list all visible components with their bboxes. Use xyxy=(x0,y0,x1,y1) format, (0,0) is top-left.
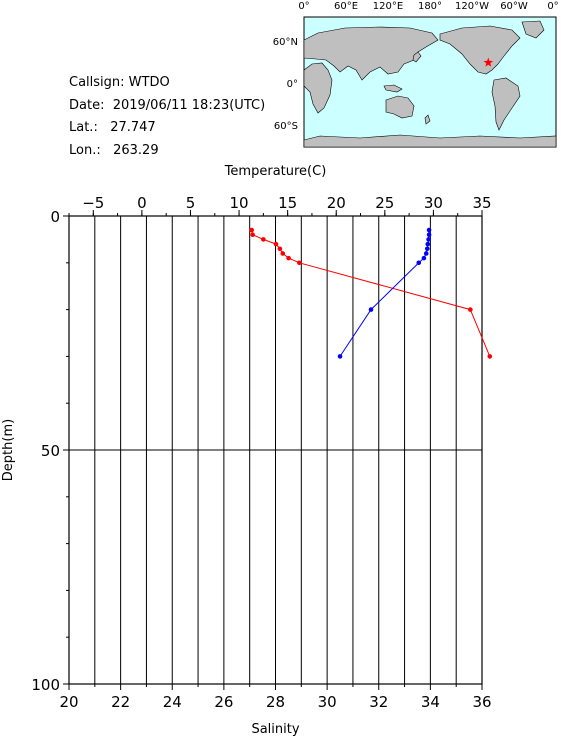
temperature-profile-point xyxy=(487,354,493,359)
map-top-label-60w: 60°W xyxy=(500,1,528,12)
salinity-tick-label: 32 xyxy=(369,693,388,711)
temperature-profile-point xyxy=(286,255,291,261)
temperature-axis-title: Temperature(C) xyxy=(224,164,327,179)
depth-tick-label: 100 xyxy=(31,676,60,694)
station-info: Callsign: WTDO Date: 2019/06/11 18:23(UT… xyxy=(69,72,265,162)
salinity-tick-label: 22 xyxy=(111,693,130,711)
salinity-profile-point xyxy=(337,354,343,359)
map-top-label-120w: 120°W xyxy=(455,1,489,12)
temperature-tick-label: 0 xyxy=(137,194,147,212)
salinity-tick-label: 28 xyxy=(266,693,285,711)
map-top-label-180: 180° xyxy=(418,1,442,12)
salinity-axis-title: Salinity xyxy=(251,722,299,737)
temperature-tick-label: −5 xyxy=(82,194,104,212)
temperature-profile-point xyxy=(280,251,286,256)
temperature-profile-point xyxy=(250,232,255,238)
depth-axis: 0 50 100 xyxy=(31,208,69,694)
temperature-profile-point xyxy=(277,246,283,252)
temperature-axis: −5 0 5 10 15 20 25 30 35 xyxy=(68,194,492,216)
salinity-profile-line xyxy=(339,230,430,357)
salinity-profile-point xyxy=(421,255,427,261)
salinity-profile-point xyxy=(426,227,432,233)
grid-lines xyxy=(69,216,482,684)
temperature-profile-point xyxy=(297,260,302,266)
series-layer xyxy=(249,227,493,359)
temperature-profile-point xyxy=(249,227,254,233)
temperature-tick-label: 10 xyxy=(230,194,249,212)
salinity-tick-label: 34 xyxy=(421,693,440,711)
map-left-label-60s: 60°S xyxy=(274,121,298,132)
temperature-tick-label: 20 xyxy=(327,194,346,212)
temperature-profile-point xyxy=(261,237,266,242)
salinity-profile-point xyxy=(426,237,431,242)
temperature-tick-label: 5 xyxy=(186,194,196,212)
temperature-tick-label: 35 xyxy=(472,194,491,212)
salinity-profile-point xyxy=(426,232,432,238)
date-text: Date: 2019/06/11 18:23(UTC) xyxy=(69,97,266,113)
lat-text: Lat.: 27.747 xyxy=(69,120,156,135)
station-marker-star-icon xyxy=(483,57,494,67)
salinity-profile-point xyxy=(416,260,422,266)
map-left-label-0: 0° xyxy=(287,79,298,90)
salinity-tick-label: 24 xyxy=(163,693,182,711)
temperature-profile-line xyxy=(251,229,491,357)
salinity-tick-label: 36 xyxy=(472,693,491,711)
salinity-axis: 20 22 24 26 28 30 32 34 36 xyxy=(59,684,492,711)
salinity-profile-point xyxy=(368,307,374,312)
salinity-profile-point xyxy=(423,251,429,256)
temperature-tick-label: 30 xyxy=(424,194,443,212)
temperature-profile-point xyxy=(273,241,279,247)
salinity-profile-point xyxy=(424,246,430,252)
map-top-label-0: 0° xyxy=(298,1,309,12)
temperature-tick-label: 15 xyxy=(278,194,297,212)
lon-text: Lon.: 263.29 xyxy=(69,142,159,158)
world-map: 0° 60°E 120°E 180° 120°W 60°W 0° 60°N 0°… xyxy=(273,1,559,148)
depth-tick-label: 0 xyxy=(50,208,60,226)
temperature-profile-point xyxy=(468,307,473,312)
depth-axis-title: Depth(m) xyxy=(1,419,16,481)
map-top-label-60e: 60°E xyxy=(334,1,358,12)
salinity-profile-point xyxy=(425,241,431,247)
profile-plot: −5 0 5 10 15 20 25 30 35 20 22 24 26 28 30 32 34 36 0 50 1… xyxy=(1,164,493,737)
map-top-label-0-right: 0° xyxy=(547,1,558,12)
callsign-text: Callsign: WTDO xyxy=(69,75,170,90)
depth-tick-label: 50 xyxy=(41,442,60,460)
map-top-label-120e: 120°E xyxy=(373,1,403,12)
salinity-tick-label: 20 xyxy=(59,693,78,711)
salinity-tick-label: 30 xyxy=(318,693,337,711)
map-left-label-60n: 60°N xyxy=(273,37,298,48)
salinity-tick-label: 26 xyxy=(214,693,233,711)
map-land xyxy=(303,20,557,148)
temperature-tick-label: 25 xyxy=(375,194,394,212)
